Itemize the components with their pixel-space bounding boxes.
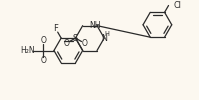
- Text: O: O: [40, 36, 46, 45]
- Text: NH: NH: [90, 21, 101, 30]
- Text: O: O: [40, 56, 46, 65]
- Text: H: H: [105, 31, 110, 37]
- Text: H₂N: H₂N: [20, 46, 35, 55]
- Text: F: F: [53, 24, 58, 33]
- Text: S: S: [73, 34, 78, 43]
- Text: O: O: [81, 38, 87, 48]
- Text: Cl: Cl: [174, 1, 182, 10]
- Text: N: N: [101, 34, 107, 43]
- Text: O: O: [64, 38, 70, 48]
